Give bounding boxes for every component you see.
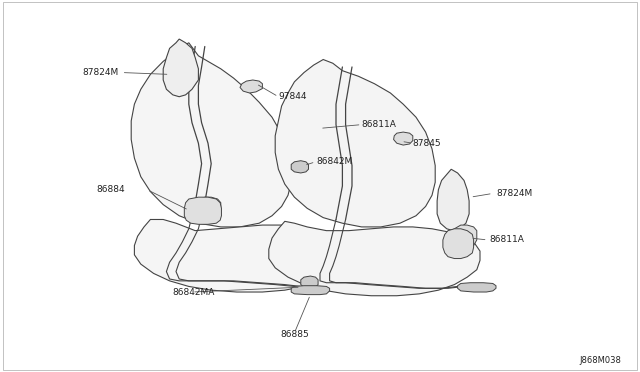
- Polygon shape: [131, 43, 291, 227]
- Text: J868M038: J868M038: [579, 356, 621, 365]
- Polygon shape: [275, 60, 435, 227]
- Polygon shape: [291, 161, 308, 173]
- Polygon shape: [394, 132, 413, 145]
- Text: 97844: 97844: [278, 92, 307, 101]
- Text: 86811A: 86811A: [490, 235, 524, 244]
- Polygon shape: [291, 286, 330, 295]
- Polygon shape: [184, 197, 221, 224]
- Text: 87824M: 87824M: [496, 189, 532, 198]
- Polygon shape: [240, 80, 262, 93]
- Polygon shape: [189, 197, 221, 221]
- Text: 86884: 86884: [96, 185, 125, 194]
- Polygon shape: [448, 225, 477, 251]
- Text: 86842M: 86842M: [317, 157, 353, 166]
- Text: 87824M: 87824M: [82, 68, 118, 77]
- Text: 86811A: 86811A: [362, 120, 396, 129]
- Polygon shape: [163, 39, 198, 97]
- Polygon shape: [269, 221, 480, 296]
- Polygon shape: [437, 169, 469, 231]
- Polygon shape: [443, 229, 474, 259]
- Text: 86885: 86885: [280, 330, 308, 339]
- Text: 87845: 87845: [413, 139, 442, 148]
- Polygon shape: [458, 283, 496, 292]
- Polygon shape: [301, 276, 318, 288]
- Polygon shape: [134, 219, 349, 292]
- Text: 86842MA: 86842MA: [173, 288, 215, 296]
